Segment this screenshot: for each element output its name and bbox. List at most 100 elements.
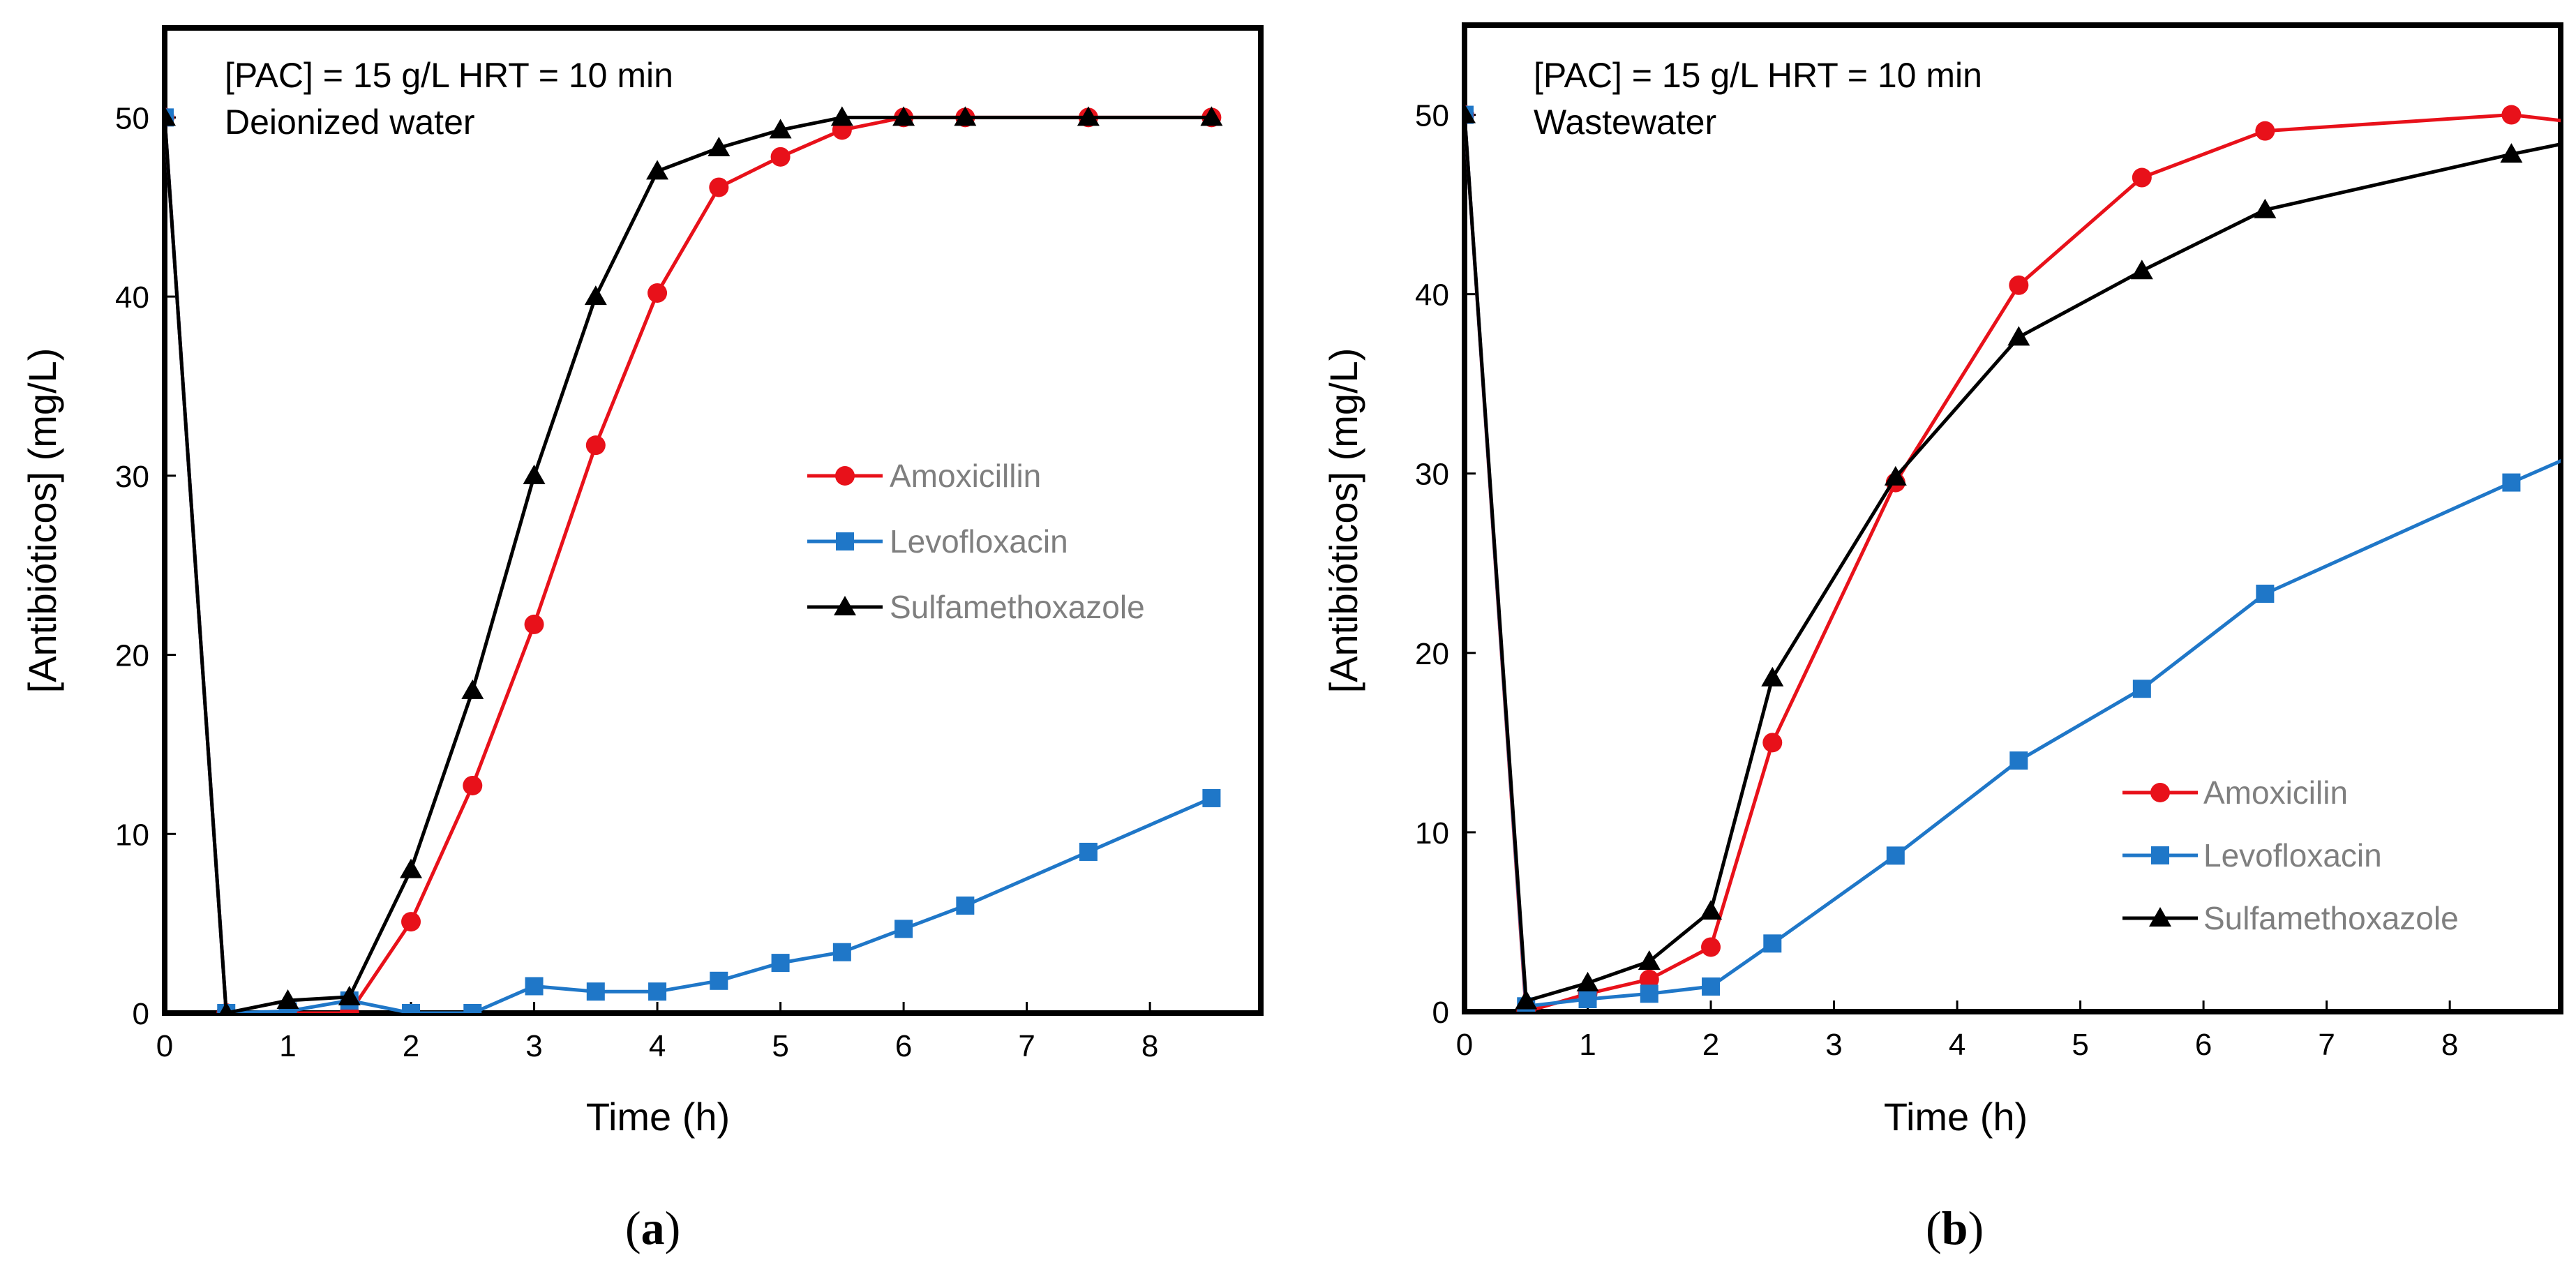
x-tick-label: 1 — [279, 1029, 296, 1063]
y-tick-label: 50 — [115, 101, 149, 135]
data-point-amoxicilin — [2563, 112, 2576, 132]
data-point-levofloxacin — [2502, 473, 2521, 492]
chart-panel-a: 0 1 2 3 4 5 6 7 8 0 10 20 30 40 50 [PAC] = 15 g/L HRT… — [20, 25, 1264, 1254]
y-axis-label: [Antibióticos] (mg/L) — [1321, 348, 1365, 694]
legend-marker-sulfamethoxazole — [834, 596, 856, 615]
data-point-sulfamethoxazole — [400, 858, 423, 878]
series-line-amoxicillin — [165, 115, 1212, 1013]
x-tick-label: 5 — [772, 1029, 788, 1063]
data-point-amoxicillin — [585, 435, 606, 456]
legend-label-sulfamethoxazole: Sulfamethoxazole — [2203, 900, 2459, 936]
data-point-amoxicilin — [1639, 969, 1659, 989]
plot-area-frame — [1462, 22, 2563, 1014]
data-point-sulfamethoxazole — [1638, 950, 1661, 971]
data-point-levofloxacin — [1640, 984, 1658, 1003]
y-axis-ticks: 0 10 20 30 40 50 — [1415, 99, 1476, 1030]
y-tick-label: 40 — [1415, 278, 1449, 313]
data-point-sulfamethoxazole — [220, 1002, 233, 1013]
data-point-levofloxacin — [1202, 788, 1221, 807]
data-point-sulfamethoxazole — [2130, 260, 2153, 280]
data-point-amoxicillin — [524, 614, 544, 634]
data-point-sulfamethoxazole — [954, 106, 977, 126]
y-tick-label: 20 — [1415, 637, 1449, 671]
data-point-levofloxacin — [771, 954, 790, 973]
legend: Amoxicilin Levofloxacin Sulfamethoxazole — [2122, 774, 2459, 936]
data-point-levofloxacin — [1578, 990, 1597, 1009]
legend: Amoxicillin Levofloxacin Sulfamethoxazol… — [807, 458, 1145, 625]
annotation-conditions: [PAC] = 15 g/L HRT = 10 min — [1534, 56, 1982, 95]
data-point-sulfamethoxazole — [1200, 106, 1223, 126]
annotation-matrix: Deionized water — [225, 103, 475, 142]
y-tick-label: 0 — [133, 997, 149, 1031]
data-point-levofloxacin — [1079, 842, 1098, 861]
data-point-sulfamethoxazole — [1761, 666, 1784, 687]
x-tick-label: 7 — [1018, 1029, 1035, 1063]
x-tick-label: 2 — [1702, 1028, 1719, 1062]
data-point-amoxicilin — [1701, 937, 1721, 957]
legend-label-levofloxacin: Levofloxacin — [890, 523, 1068, 560]
x-tick-label: 5 — [2072, 1028, 2088, 1062]
x-tick-label: 4 — [1949, 1028, 1965, 1062]
x-tick-label: 0 — [1456, 1028, 1473, 1062]
legend-marker-levofloxacin — [836, 532, 854, 550]
y-tick-label: 10 — [115, 818, 149, 852]
data-point-sulfamethoxazole — [523, 464, 546, 484]
data-point-amoxicillin — [463, 775, 483, 795]
x-axis-ticks: 0 1 2 3 4 5 6 7 8 — [156, 1002, 1158, 1063]
data-point-sulfamethoxazole — [646, 160, 669, 180]
data-point-sulfamethoxazole — [1700, 900, 1723, 920]
data-point-sulfamethoxazole — [1576, 971, 1599, 991]
data-point-levofloxacin — [1763, 934, 1782, 953]
x-tick-label: 1 — [1579, 1028, 1596, 1062]
y-tick-label: 40 — [115, 280, 149, 315]
series-group — [1465, 103, 2576, 1012]
data-point-levofloxacin — [463, 1004, 482, 1013]
series-line-sulfamethoxazole — [165, 115, 1212, 1013]
legend-label-amoxicillin: Amoxicillin — [890, 458, 1041, 494]
data-point-levofloxacin — [1702, 977, 1721, 996]
legend-label-levofloxacin: Levofloxacin — [2203, 837, 2382, 874]
data-point-sulfamethoxazole — [584, 285, 607, 306]
data-point-sulfamethoxazole — [338, 985, 361, 1005]
data-point-levofloxacin — [832, 943, 851, 961]
series-group — [165, 106, 1223, 1013]
y-tick-label: 0 — [1432, 996, 1449, 1030]
data-point-amoxicillin — [401, 912, 421, 932]
x-tick-label: 7 — [2318, 1028, 2335, 1062]
chart-panel-b: 0 1 2 3 4 5 6 7 8 0 10 20 30 40 50 [PAC] = 15 g/L HRT… — [1321, 22, 2576, 1254]
data-point-amoxicilin — [1762, 733, 1783, 753]
x-tick-label: 3 — [1825, 1028, 1842, 1062]
data-point-sulfamethoxazole — [2007, 326, 2030, 346]
legend-marker-sulfamethoxazole — [2149, 907, 2171, 927]
data-point-amoxicillin — [647, 283, 668, 303]
data-point-sulfamethoxazole — [1465, 103, 1476, 123]
data-point-amoxicillin — [770, 147, 791, 167]
data-point-sulfamethoxazole — [2254, 198, 2277, 218]
y-tick-label: 50 — [1415, 99, 1449, 133]
series-line-levofloxacin — [165, 117, 1213, 1013]
panel-label-a: (a) — [625, 1201, 680, 1254]
panel-label-b: (b) — [1926, 1201, 1984, 1254]
data-point-levofloxacin — [586, 982, 605, 1001]
panel-letter-b: b — [1942, 1201, 1968, 1254]
x-axis-label: Time (h) — [1884, 1095, 2028, 1139]
y-tick-label: 20 — [115, 639, 149, 673]
data-point-sulfamethoxazole — [1515, 989, 1538, 1010]
data-point-sulfamethoxazole — [461, 679, 484, 699]
data-point-levofloxacin — [2256, 584, 2275, 603]
x-tick-label: 3 — [525, 1029, 542, 1063]
series-line-amoxicilin — [1465, 113, 2561, 1012]
data-point-sulfamethoxazole — [1077, 106, 1100, 126]
annotation-matrix: Wastewater — [1534, 103, 1716, 142]
data-point-levofloxacin — [648, 982, 667, 1001]
series-line-levofloxacin — [1465, 114, 2561, 1008]
x-tick-label: 8 — [1141, 1029, 1158, 1063]
legend-label-sulfamethoxazole: Sulfamethoxazole — [890, 589, 1145, 625]
data-point-sulfamethoxazole — [2500, 143, 2523, 163]
y-axis-ticks: 0 10 20 30 40 50 — [115, 101, 176, 1031]
panel-letter-a: a — [641, 1201, 665, 1254]
data-point-levofloxacin — [956, 896, 975, 915]
data-point-levofloxacin — [710, 971, 728, 990]
data-point-sulfamethoxazole — [2562, 130, 2576, 150]
